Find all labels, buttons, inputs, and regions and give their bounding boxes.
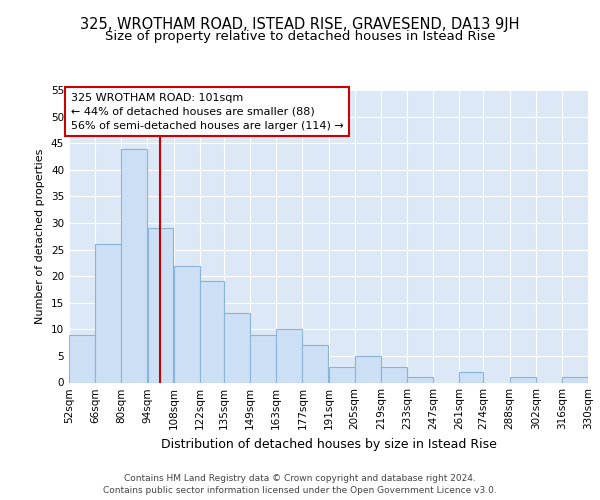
Text: 325, WROTHAM ROAD, ISTEAD RISE, GRAVESEND, DA13 9JH: 325, WROTHAM ROAD, ISTEAD RISE, GRAVESEN… bbox=[80, 18, 520, 32]
Bar bbox=[277, 330, 302, 382]
Bar bbox=[69, 334, 95, 382]
Bar bbox=[95, 244, 121, 382]
Bar bbox=[460, 372, 484, 382]
Bar bbox=[200, 282, 224, 382]
Text: 325 WROTHAM ROAD: 101sqm
← 44% of detached houses are smaller (88)
56% of semi-d: 325 WROTHAM ROAD: 101sqm ← 44% of detach… bbox=[71, 92, 344, 130]
Y-axis label: Number of detached properties: Number of detached properties bbox=[35, 148, 46, 324]
Bar bbox=[381, 366, 407, 382]
Bar bbox=[407, 377, 433, 382]
Bar bbox=[148, 228, 173, 382]
Bar bbox=[302, 346, 328, 383]
Bar bbox=[224, 314, 250, 382]
Bar bbox=[355, 356, 380, 382]
Bar bbox=[510, 377, 536, 382]
Text: Size of property relative to detached houses in Istead Rise: Size of property relative to detached ho… bbox=[105, 30, 495, 43]
Bar bbox=[329, 366, 355, 382]
Bar bbox=[250, 334, 276, 382]
Bar bbox=[562, 377, 588, 382]
Text: Contains HM Land Registry data © Crown copyright and database right 2024.
Contai: Contains HM Land Registry data © Crown c… bbox=[103, 474, 497, 495]
Bar bbox=[121, 148, 147, 382]
X-axis label: Distribution of detached houses by size in Istead Rise: Distribution of detached houses by size … bbox=[161, 438, 496, 451]
Bar bbox=[173, 266, 200, 382]
